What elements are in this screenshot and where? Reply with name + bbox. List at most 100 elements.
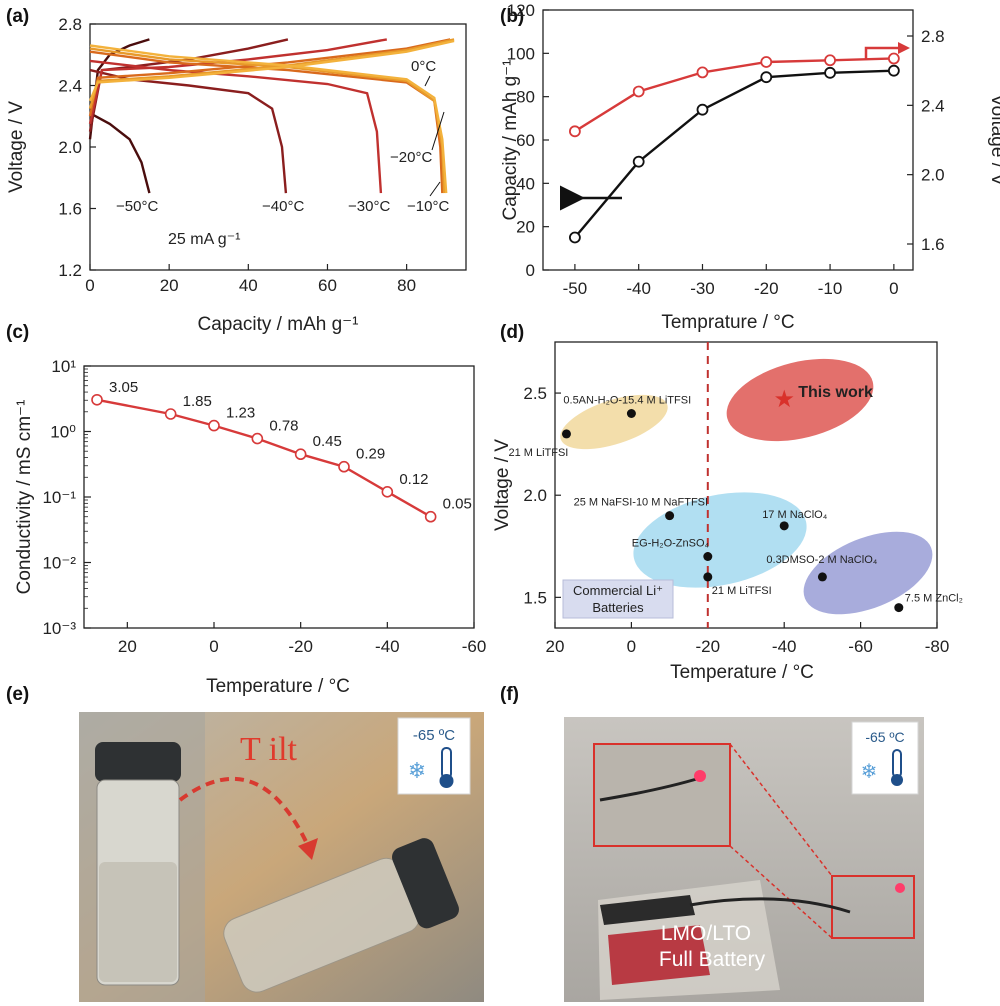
panel-b-y2tick-label: 1.6: [921, 235, 945, 254]
panel-b-point: [696, 66, 709, 79]
panel-b-point: [887, 52, 900, 65]
panel-d-chart: Commercial Li⁺ Batteries 1.5 2.0 2.5 20 0 -20…: [492, 341, 963, 683]
panel-c-series-line: [96, 398, 432, 518]
panel-d-point-label: 21 M LiTFSI: [508, 447, 568, 459]
panel-d-point-label: 25 M NaFSI-10 M NaFTFSI: [574, 497, 708, 509]
panel-c-ytick-label: 10⁰: [50, 423, 76, 442]
tilt-arrow: [178, 776, 312, 851]
panel-c-data-label: 0.78: [269, 418, 298, 435]
panel-a-series-label: −30°C: [348, 198, 390, 215]
panel-a-ytick-label: 2.8: [58, 15, 82, 34]
panel-b-xtick-label: -50: [563, 279, 588, 298]
panel-b-point: [632, 85, 645, 98]
temperature-badge-f: [851, 721, 919, 795]
temperature-label-e: -65 ºC: [413, 727, 455, 744]
panel-a-xlabel: Capacity / mAh g⁻¹: [197, 314, 358, 335]
panel-d-ytick-label: 2.5: [523, 384, 547, 403]
panel-c-chart: 10¹ 10⁰ 10⁻¹ 10⁻² 10⁻³ 20 0 -20 -40 -60 3.05 1.85 1…: [14, 357, 486, 697]
panel-c-point: [338, 460, 350, 473]
panel-c-ytick-label: 10¹: [51, 357, 76, 376]
panel-c-data-label: 0.45: [313, 433, 342, 450]
panel-b-y2tick-label: 2.8: [921, 27, 945, 46]
panel-d-point: [626, 409, 636, 418]
black-clip: [600, 895, 695, 925]
thermometer-snowflake-icon: ❄: [408, 747, 454, 788]
svg-text:❄: ❄: [861, 761, 878, 783]
panel-a-curve-charge: [88, 39, 455, 102]
commercial-li-box: [562, 579, 674, 619]
panel-a-curve-discharge: [89, 50, 444, 194]
panel-a-series-label: −10°C: [407, 198, 449, 215]
panel-d-frame: [554, 341, 938, 629]
panel-d-point: [703, 552, 713, 561]
panel-d-point-label: 21 M LiTFSI: [712, 585, 772, 597]
commercial-li-label-1: Commercial Li⁺: [573, 583, 663, 598]
panel-b-y2label: Voltage / V: [987, 94, 1000, 186]
temperature-label-f: -65 ºC: [865, 729, 904, 745]
panel-d-point-label: 0.5AN-H₂O-15.4 M LiTFSI: [563, 395, 691, 407]
panel-a-letter: (a): [6, 6, 29, 27]
panel-d-xtick-label: -80: [925, 637, 950, 656]
panel-b-xtick-label: -10: [818, 279, 843, 298]
panel-a-frame: [89, 23, 467, 271]
panel-b-series-line: [573, 69, 894, 239]
panel-b-ytick-label: 40: [516, 174, 535, 193]
panel-b-series-line: [574, 57, 894, 133]
panel-b-point: [696, 103, 709, 116]
commercial-li-label-2: Batteries: [592, 600, 644, 615]
panel-b-ytick-label: 80: [516, 88, 535, 107]
panel-b-point: [760, 71, 773, 84]
panel-d-ytick-label: 2.0: [523, 486, 547, 505]
red-clip: [608, 925, 710, 985]
panel-b-chart: 0 20 40 60 80 100 120 1.6 2.0 2.4 2.8 -50 -40 -30 -20 -…: [500, 1, 1000, 333]
panel-b-y2tick-label: 2.4: [921, 96, 945, 115]
panel-a-curve-discharge: [89, 59, 383, 194]
panel-b-ylabel: Capacity / mAh g⁻¹: [500, 59, 521, 220]
panel-d-point-label: EG-H₂O-ZnSO₄: [632, 538, 710, 550]
panel-c-ytick-label: 10⁻³: [42, 619, 76, 638]
tilt-label: T ilt: [240, 731, 298, 768]
panel-c-ytick-label: 10⁻²: [42, 554, 76, 573]
panel-d-point: [817, 572, 827, 582]
panel-c-data-label: 1.23: [226, 405, 255, 422]
panel-a-curve-discharge: [89, 112, 151, 194]
panel-c-data-label: 0.12: [399, 471, 428, 488]
battery-label-2: Full Battery: [659, 948, 766, 971]
panel-b-point: [568, 231, 581, 244]
panel-d-point: [703, 572, 713, 582]
panel-b-point: [824, 54, 836, 67]
svg-text:❄: ❄: [408, 758, 426, 783]
panel-d-xtick-label: -40: [772, 637, 797, 656]
panel-f-letter: (f): [500, 684, 519, 705]
panel-c-xtick-label: -20: [288, 637, 313, 656]
panel-b-point: [760, 56, 773, 68]
panel-b-point: [887, 64, 900, 77]
this-work-star-icon: ★: [773, 386, 795, 413]
zoom-inset: [593, 743, 731, 847]
ellipse-this-work: [726, 358, 874, 442]
panel-c-ylabel: Conductivity / mS cm⁻¹: [14, 400, 35, 595]
panel-c-point: [91, 393, 103, 406]
panel-b-ytick-label: 100: [507, 44, 535, 63]
panel-c-xtick-label: -40: [375, 637, 400, 656]
panel-d-letter: (d): [500, 322, 524, 343]
panel-b-y2tick-label: 2.0: [921, 166, 945, 185]
panel-c-frame: [83, 365, 475, 629]
panel-e-letter: (e): [6, 684, 29, 705]
panel-c-data-label: 0.05: [443, 496, 472, 513]
panel-a-curve-discharge: [89, 44, 448, 194]
panel-a-series-label: −50°C: [116, 198, 158, 215]
panel-c-point: [251, 432, 264, 445]
panel-d-point: [665, 511, 675, 521]
panel-b-ytick-label: 20: [516, 218, 535, 237]
panel-a-series-label: 0°C: [411, 58, 436, 75]
this-work-label: This work: [798, 384, 873, 401]
panel-d-xtick-label: 20: [546, 637, 565, 656]
panel-a-xtick-label: 20: [160, 276, 179, 295]
thermometer-snowflake-icon: ❄: [861, 749, 903, 786]
panel-b-xtick-label: -20: [754, 279, 779, 298]
panel-c-ytick-label: 10⁻¹: [42, 488, 76, 507]
led-inset: [694, 770, 706, 782]
vial-cap: [95, 742, 181, 782]
